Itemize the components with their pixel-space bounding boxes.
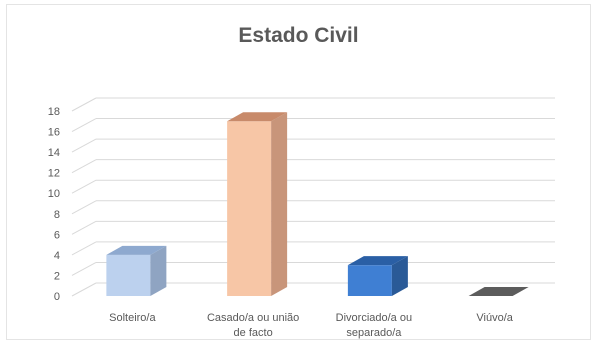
y-tick-label-7: 14 — [48, 147, 60, 159]
bar-front-2 — [347, 265, 392, 296]
x-category-label-2-0: Divorciado/a ou — [336, 312, 412, 324]
chart-title: Estado Civil — [238, 24, 359, 47]
y-tick-label-0: 0 — [54, 291, 60, 303]
gridline-depth-5 — [71, 179, 97, 194]
gridline-depth-1 — [71, 262, 97, 276]
gridline-depth-2 — [71, 241, 97, 256]
y-tick-label-1: 2 — [54, 270, 60, 282]
y-tick-label-3: 6 — [54, 229, 60, 241]
y-tick-label-8: 16 — [48, 127, 60, 139]
y-tick-label-4: 8 — [54, 209, 60, 221]
bar-side-1 — [271, 112, 288, 297]
bar-side-2 — [391, 256, 408, 296]
bar-top-2 — [347, 256, 408, 266]
gridline-depth-6 — [71, 159, 97, 174]
y-tick-label-9: 18 — [48, 106, 60, 118]
bar-front-0 — [106, 254, 151, 296]
x-category-label-1-0: Casado/a ou união — [207, 312, 299, 324]
gridline-depth-7 — [71, 138, 97, 153]
x-category-label-3-0: Viúvo/a — [476, 312, 513, 324]
bar-top-0 — [106, 245, 167, 255]
gridline-depth-9 — [71, 97, 97, 112]
bar-front-1 — [227, 121, 272, 297]
gridline-depth-4 — [71, 200, 97, 215]
y-tick-label-2: 4 — [54, 250, 60, 262]
gridline-depth-3 — [71, 220, 97, 235]
bar-side-0 — [150, 245, 167, 296]
x-category-label-2-1: separado/a — [346, 327, 402, 339]
gridline-depth-0 — [71, 282, 97, 297]
x-category-label-1-1: de facto — [234, 327, 273, 339]
bar-top-3 — [468, 287, 529, 296]
y-tick-label-5: 10 — [48, 188, 60, 200]
gridline-depth-8 — [71, 118, 97, 132]
chart-frame — [6, 4, 591, 340]
bar-top-1 — [227, 112, 288, 122]
y-tick-label-6: 12 — [48, 168, 60, 180]
x-category-label-0-0: Solteiro/a — [109, 312, 156, 324]
